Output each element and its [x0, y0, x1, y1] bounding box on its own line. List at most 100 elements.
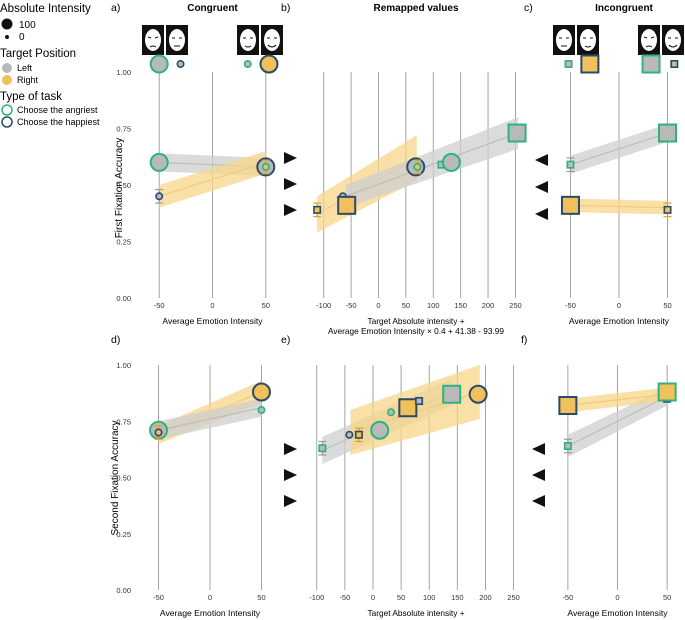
stimulus-marker [176, 59, 185, 68]
data-point [155, 192, 164, 201]
panel-f: f) -50 0 50 Average Emotion Intensity [521, 334, 677, 618]
regression-line [570, 132, 668, 166]
legend-size-0: 0 [19, 32, 25, 43]
legend-intensity-title: Absolute Intensity [0, 3, 91, 15]
panel-title: Incongruent [595, 3, 653, 14]
arrow-right-icon [284, 443, 297, 455]
panel-d: d) -50 0 50 0.00 0.25 0.50 0.75 1.00 Average Emot… [111, 334, 271, 618]
x-tick-label: 0 [208, 593, 212, 602]
x-axis-label: Average Emotion Intensity [160, 608, 261, 618]
regression-line [570, 204, 668, 209]
x-tick-label: 50 [257, 593, 265, 602]
x-axis-label: Target Absolute intensity + [367, 608, 464, 618]
face-icon [577, 25, 599, 55]
x-tick-label: -50 [562, 593, 573, 602]
x-tick-label: -50 [346, 301, 357, 310]
data-point [149, 152, 169, 172]
panel-letter: a) [111, 2, 120, 14]
x-axis-label: Average Emotion Intensity × 1.2 + 1.47 +… [329, 618, 503, 620]
x-tick-label: -50 [153, 593, 164, 602]
legend-happy-swatch [1, 116, 13, 128]
data-point [154, 428, 163, 437]
legend-left-swatch [2, 63, 12, 73]
stimulus-marker [259, 54, 279, 74]
data-point [370, 420, 390, 440]
x-tick-label: 0 [615, 593, 619, 602]
x-tick-label: 150 [451, 593, 464, 602]
face-icon [237, 25, 259, 55]
faces-congruent [142, 25, 283, 55]
x-axis-label: Average Emotion Intensity [569, 316, 670, 326]
faces-incongruent [553, 25, 684, 55]
x-tick-label: 50 [663, 301, 671, 310]
x-tick-label: 50 [402, 301, 410, 310]
panel-letter: e) [281, 334, 290, 346]
legend-size-100: 100 [19, 20, 36, 31]
y-tick-label: 0.25 [116, 238, 131, 247]
x-tick-label: 200 [479, 593, 492, 602]
panel-a: a) Congruent -50 0 50 0.00 0.25 0.50 0.75 1.00 Ave… [111, 2, 279, 326]
x-tick-label: 50 [397, 593, 405, 602]
arrow-right-icon [284, 495, 297, 507]
x-tick-label: 100 [423, 593, 436, 602]
data-point [413, 162, 422, 171]
x-axis-label: Average Emotion Intensity × 0.4 + 41.38 … [328, 326, 504, 336]
legend-size-large-marker [1, 18, 13, 30]
y-tick-label: 0.00 [116, 586, 131, 595]
x-tick-label: 0 [617, 301, 621, 310]
arrow-left-icon [532, 495, 545, 507]
legend-angry-label: Choose the angriest [17, 105, 98, 115]
panel-letter: f) [521, 334, 527, 346]
x-tick-label: -50 [339, 593, 350, 602]
data-point [415, 396, 424, 405]
y-axis-label-bottom: Second Fixation Accuracy [110, 420, 121, 535]
panel-b: b) Remapped values -100 -50 0 50 100 150 200 250 T… [281, 2, 527, 336]
legend-task-title: Type of task [0, 91, 62, 103]
y-tick-label: 0.50 [116, 474, 131, 483]
regression-line [158, 407, 262, 431]
x-tick-label: 0 [210, 301, 214, 310]
arrow-left-icon [535, 181, 548, 193]
x-tick-label: 50 [262, 301, 270, 310]
face-icon [166, 25, 188, 55]
arrow-right-icon [284, 469, 297, 481]
arrow-right-icon [284, 204, 297, 216]
x-tick-label: 150 [454, 301, 467, 310]
arrow-left-icon [535, 208, 548, 220]
x-tick-label: -50 [565, 301, 576, 310]
y-tick-label: 0.25 [116, 530, 131, 539]
regression-line [159, 161, 266, 197]
face-icon [553, 25, 575, 55]
arrow-right-icon [284, 178, 297, 190]
y-tick-label: 0.50 [116, 181, 131, 190]
legend-right-swatch [2, 75, 12, 85]
data-point [657, 382, 677, 402]
y-axis-label-top: First Fixation Accuracy [114, 138, 125, 239]
face-icon [261, 25, 283, 55]
legend-right-label: Right [17, 75, 39, 85]
regression-line [567, 395, 668, 447]
stimulus-marker [564, 59, 573, 68]
data-point [566, 160, 575, 169]
regression-line [567, 393, 668, 407]
x-axis-label: Target Absolute intensity + [367, 316, 464, 326]
data-point [398, 398, 418, 418]
data-point [658, 123, 678, 143]
stimulus-marker [670, 59, 679, 68]
legend-left-label: Left [17, 63, 33, 73]
y-tick-label: 1.00 [116, 361, 131, 370]
legend-position-title: Target Position [0, 48, 76, 60]
stimulus-marker [149, 54, 169, 74]
data-point [337, 195, 357, 215]
x-axis-label: Average Emotion Intensity [162, 316, 263, 326]
x-tick-label: -100 [316, 301, 331, 310]
data-point [442, 384, 462, 404]
arrow-right-icon [284, 152, 297, 164]
y-tick-label: 0.00 [116, 294, 131, 303]
data-point [386, 408, 395, 417]
x-tick-label: 0 [371, 593, 375, 602]
x-tick-label: -100 [309, 593, 324, 602]
data-point [354, 430, 363, 439]
data-point [468, 384, 488, 404]
